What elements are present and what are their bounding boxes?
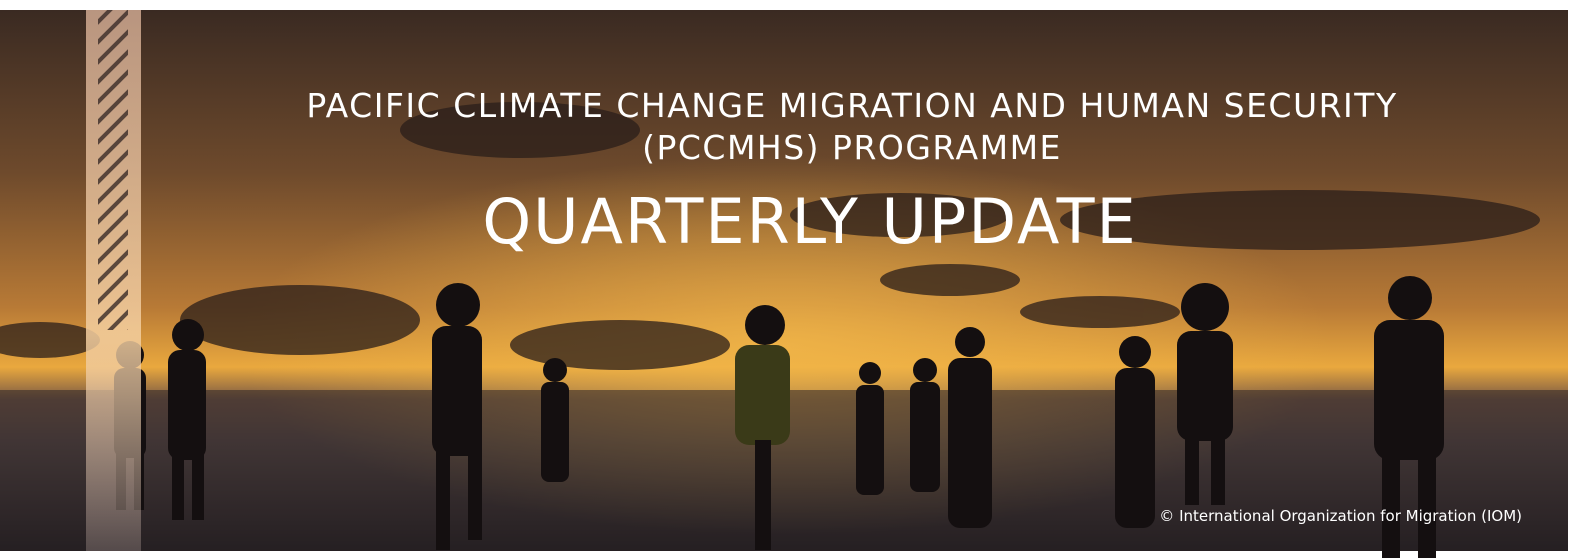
banner: PACIFIC CLIMATE CHANGE MIGRATION AND HUM… (0, 0, 1588, 558)
page: PACIFIC CLIMATE CHANGE MIGRATION AND HUM… (0, 0, 1588, 558)
photo-credit: © International Organization for Migrati… (1159, 507, 1522, 525)
title-line1: PACIFIC CLIMATE CHANGE MIGRATION AND HUM… (306, 86, 1397, 125)
subtitle: QUARTERLY UPDATE (482, 185, 1137, 258)
title-line2: (PCCMHS) PROGRAMME (642, 128, 1062, 167)
pattern-band (86, 10, 141, 551)
